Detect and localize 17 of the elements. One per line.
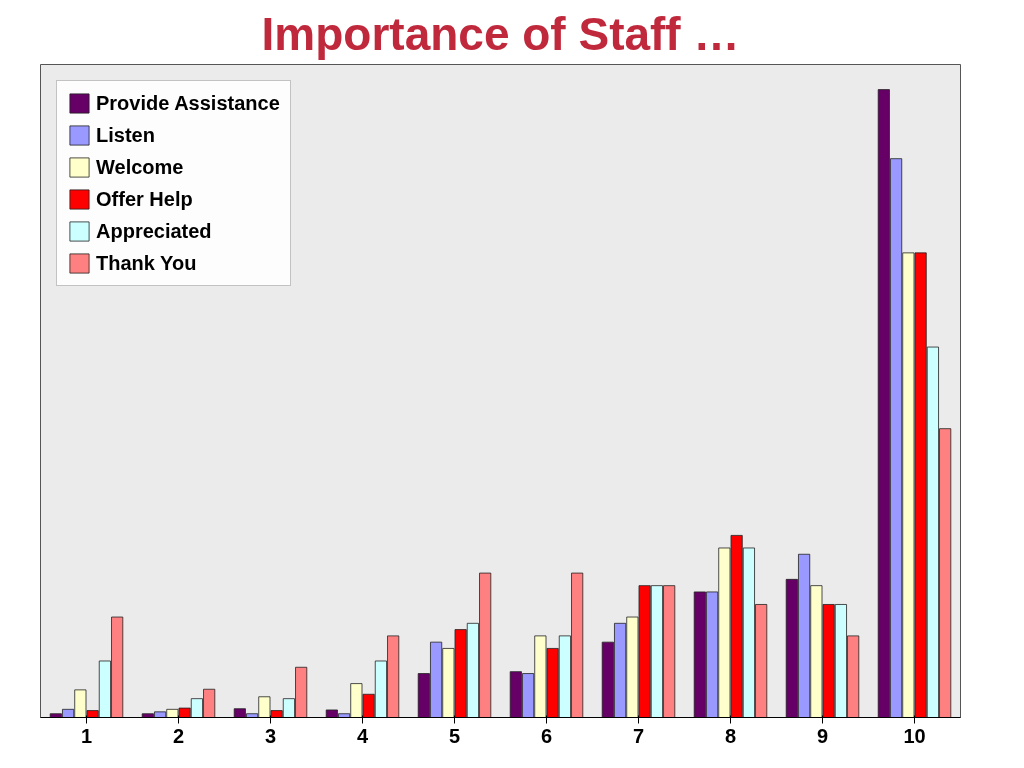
x-tick-label: 7 (632, 724, 645, 747)
x-tick-label: 4 (356, 724, 369, 747)
legend-label: Listen (96, 123, 155, 147)
x-tick-label: 10 (903, 724, 926, 747)
legend-label: Welcome (96, 155, 184, 179)
x-tick-label: 2 (172, 724, 185, 747)
x-tick-label: 3 (264, 724, 277, 747)
x-tick-label: 8 (724, 724, 737, 747)
x-tick-label: 9 (816, 724, 829, 747)
x-tick-label: 1 (80, 724, 93, 747)
legend-label: Provide Assistance (96, 91, 280, 115)
legend-label: Appreciated (96, 219, 212, 243)
legend-label: Offer Help (96, 187, 193, 211)
x-tick-label: 6 (540, 724, 553, 747)
x-tick-label: 5 (448, 724, 461, 747)
chart-title: Importance of Staff … (261, 7, 740, 60)
legend-label: Thank You (96, 251, 197, 275)
